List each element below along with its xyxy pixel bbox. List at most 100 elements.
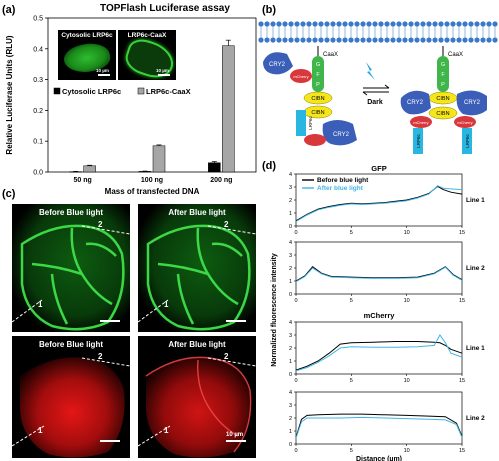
profile-y-tick-label: 0	[289, 224, 292, 230]
left-cry2-lower-label: CRY2	[333, 132, 350, 138]
lipid-head-outer	[420, 21, 426, 27]
lipid-head-outer	[276, 21, 282, 27]
gfp-before-scalebar	[100, 320, 120, 322]
lipid-head-inner	[372, 37, 378, 43]
profile-y-tick-label: 1	[289, 279, 292, 285]
lipid-head-outer	[270, 21, 276, 27]
lipid-head-outer	[312, 21, 318, 27]
profile-x-tick-label: 15	[459, 448, 465, 454]
lipid-head-inner	[264, 37, 270, 43]
bar-category-label: 100 ng	[141, 177, 163, 184]
lipid-head-outer	[306, 21, 312, 27]
profile-legend-label: Before blue light	[317, 177, 369, 184]
lipid-head-outer	[474, 21, 480, 27]
lipid-head-outer	[456, 21, 462, 27]
gfp-before-title: Before Blue light	[38, 208, 103, 217]
profile-y-axis-label: Normalized fluorescence intensity	[271, 253, 278, 367]
lipid-head-inner	[276, 37, 282, 43]
lipid-head-outer	[300, 21, 306, 27]
profile-x-tick-label: 10	[404, 298, 410, 304]
right-gfp-letter-g: G	[441, 62, 445, 68]
left-gfp-letter-g: G	[316, 62, 320, 68]
profile-y-tick-label: 0	[289, 442, 292, 448]
right-cibn-2-label: CIBN	[436, 111, 449, 117]
inset-right-scale-text: 10 µm	[156, 68, 169, 73]
profile-x-tick-label: 10	[404, 230, 410, 236]
lipid-head-outer	[390, 21, 396, 27]
profile-y-tick-label: 2	[289, 346, 292, 352]
profile-line-before	[295, 185, 463, 222]
mcherry-section-title: mCherry	[364, 311, 396, 320]
profile-y-tick-label: 1	[289, 211, 292, 217]
mcherry-after-line1: 1	[164, 426, 169, 435]
profile-y-tick-label: 3	[289, 403, 292, 409]
lipid-head-outer	[378, 21, 384, 27]
micrograph-mcherry-after: After Blue light 1 2 10 µm	[138, 336, 256, 458]
left-cry2-lower	[322, 120, 357, 146]
profile-x-tick-label: 0	[294, 298, 297, 304]
lipid-head-inner	[378, 37, 384, 43]
lipid-head-outer	[486, 21, 492, 27]
lipid-head-inner	[282, 37, 288, 43]
right-lrp6c-left-label: LRP6c	[416, 134, 421, 148]
lipid-head-outer	[294, 21, 300, 27]
lipid-head-outer	[258, 21, 264, 27]
micrograph-gfp-after: After Blue light 1 2	[138, 204, 256, 332]
inset-right-label: LRP6c-CaaX	[127, 32, 167, 39]
profile-legend-label: After blue light	[317, 185, 364, 192]
lipid-head-inner	[306, 37, 312, 43]
gfp-after-title: After Blue light	[168, 208, 226, 217]
bar-category-label: 50 ng	[74, 177, 92, 184]
lipid-head-outer	[462, 21, 468, 27]
profile-line-after	[295, 185, 463, 222]
left-lrp6c	[296, 110, 306, 136]
bar-x-axis-label: Mass of transfected DNA	[105, 187, 200, 196]
lipid-head-outer	[438, 21, 444, 27]
bar-caax	[152, 145, 166, 173]
left-gfp-letter-p: P	[316, 82, 320, 88]
left-caax-label: CaaX	[323, 52, 338, 58]
inset-left-scale-text: 10 µm	[96, 68, 109, 73]
profile-line-before	[295, 413, 463, 438]
luciferase-bar-chart: 0.0 0.1 0.2 0.3 0.4 0.5 Relative Luciferase Un…	[5, 16, 257, 196]
lipid-head-inner	[330, 37, 336, 43]
y-tick-label: 0.3	[33, 77, 43, 84]
profile-y-tick-label: 4	[289, 240, 292, 246]
profile-x-tick-label: 15	[459, 230, 465, 236]
lipid-head-inner	[468, 37, 474, 43]
right-lrp6c-right-label: LRP6c	[465, 134, 470, 148]
gfp-after-line1: 1	[164, 300, 169, 309]
left-gfp-letter-f: F	[316, 72, 320, 78]
lipid-head-outer	[402, 21, 408, 27]
y-tick-label: 0.5	[33, 16, 43, 23]
blue-light-bolt	[366, 62, 375, 80]
micrograph-gfp-before: Before Blue light 1 2	[12, 204, 130, 332]
mcherry-before-scalebar	[100, 440, 120, 442]
lipid-head-inner	[432, 37, 438, 43]
lipid-head-outer	[342, 21, 348, 27]
right-cry2-left	[400, 90, 431, 115]
lipid-head-inner	[414, 37, 420, 43]
gfp-before-line1: 1	[38, 300, 43, 309]
left-cibn-2-label: CIBN	[311, 110, 324, 116]
panel-a-title: TOPFlash Luciferase assay	[100, 3, 230, 14]
bar-caax	[83, 165, 96, 173]
lipid-head-inner	[450, 37, 456, 43]
profile-x-tick-label: 0	[294, 378, 297, 384]
micrograph-mcherry-before: Before Blue light 1 2	[12, 336, 130, 458]
lipid-head-inner	[354, 37, 360, 43]
mcherry-after-scalebar	[226, 440, 246, 442]
right-lrp6c-left	[413, 128, 423, 154]
lipid-head-inner	[420, 37, 426, 43]
profile-y-tick-label: 4	[289, 390, 292, 396]
right-mcherry-right	[454, 116, 476, 128]
profile-x-tick-label: 5	[350, 298, 353, 304]
left-gfp-barrel	[312, 56, 324, 92]
left-cibn-1-label: CIBN	[311, 96, 324, 102]
gfp-before-line2: 2	[98, 220, 103, 229]
legend-label: Cytosolic LRP6c	[62, 87, 121, 96]
legend-swatch	[137, 87, 145, 95]
lipid-head-outer	[372, 21, 378, 27]
profile-y-tick-label: 2	[289, 266, 292, 272]
lipid-head-inner	[402, 37, 408, 43]
